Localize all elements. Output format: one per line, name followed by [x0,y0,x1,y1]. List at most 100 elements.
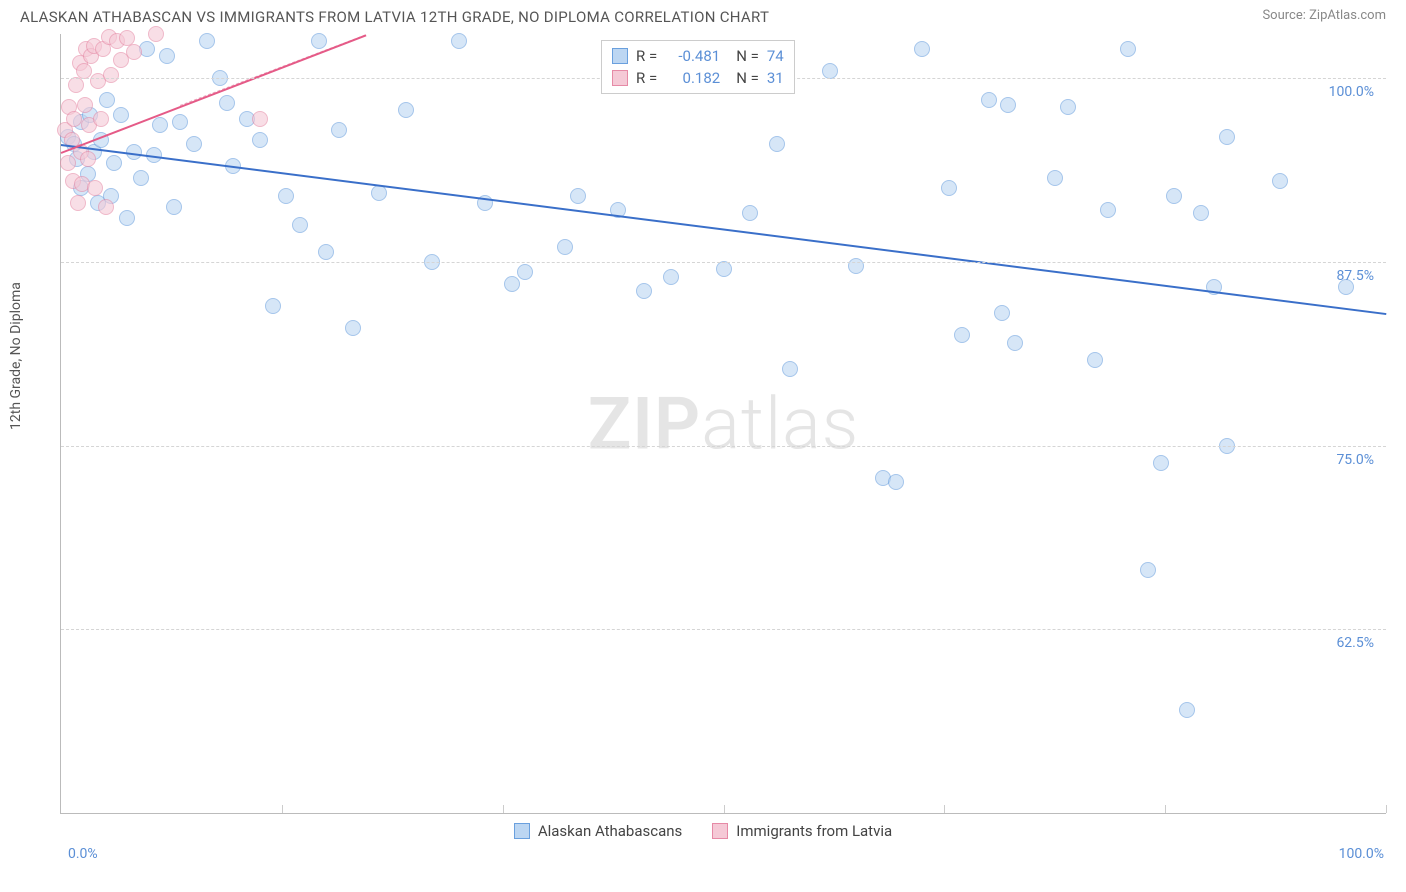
trend-line [61,144,1386,315]
y-axis-label: 12th Grade, No Diploma [8,282,24,430]
gridline-h [61,446,1386,447]
y-tick-label: 75.0% [1336,452,1374,468]
data-point [119,210,135,226]
r-label: R = [636,69,657,87]
data-point [126,44,142,60]
data-point [1060,99,1076,115]
data-point [166,199,182,215]
data-point [451,33,467,49]
data-point [1219,129,1235,145]
x-tick-max: 100.0% [1339,846,1384,862]
bottom-legend: Alaskan Athabascans Immigrants from Latvi… [0,814,1406,840]
legend-item: Alaskan Athabascans [514,822,682,840]
data-point [265,298,281,314]
data-point [981,92,997,108]
data-point [60,155,76,171]
tick-v [944,805,945,813]
data-point [345,320,361,336]
r-value: -0.481 [665,47,720,65]
data-point [557,239,573,255]
n-value: 31 [767,69,784,87]
y-tick-label: 87.5% [1336,268,1374,284]
n-label: N = [736,47,759,65]
data-point [311,33,327,49]
data-point [99,92,115,108]
data-point [152,117,168,133]
legend-swatch [612,70,628,86]
data-point [570,188,586,204]
x-tick-min: 0.0% [68,846,98,862]
legend-swatch [514,823,530,839]
source-link[interactable]: ZipAtlas.com [1309,8,1386,23]
legend-swatch [712,823,728,839]
r-label: R = [636,47,657,65]
data-point [76,63,92,79]
data-point [103,67,119,83]
source-label: Source: [1262,8,1305,23]
data-point [954,327,970,343]
data-point [888,474,904,490]
data-point [93,111,109,127]
data-point [159,48,175,64]
data-point [398,102,414,118]
legend-label: Immigrants from Latvia [736,822,892,840]
correlation-row: R = -0.481 N = 74 [612,45,784,67]
data-point [1193,205,1209,221]
data-point [186,136,202,152]
data-point [1272,173,1288,189]
data-point [70,195,86,211]
data-point [822,63,838,79]
data-point [636,283,652,299]
data-point [219,95,235,111]
data-point [77,97,93,113]
data-point [1153,455,1169,471]
data-point [172,114,188,130]
y-tick-label: 62.5% [1336,635,1374,651]
data-point [941,180,957,196]
data-point [106,155,122,171]
chart-title: ALASKAN ATHABASCAN VS IMMIGRANTS FROM LA… [20,8,769,26]
plot-area [61,34,1386,813]
tick-v [1165,805,1166,813]
data-point [716,261,732,277]
data-point [517,264,533,280]
chart-header: ALASKAN ATHABASCAN VS IMMIGRANTS FROM LA… [0,0,1406,30]
data-point [914,41,930,57]
data-point [68,77,84,93]
data-point [278,188,294,204]
scatter-chart: ZIPatlas 62.5%75.0%87.5%100.0%R =-0.481N… [60,34,1386,814]
data-point [769,136,785,152]
y-tick-label: 100.0% [1329,84,1374,100]
data-point [1087,352,1103,368]
data-point [1166,188,1182,204]
gridline-h [61,629,1386,630]
data-point [1047,170,1063,186]
data-point [87,180,103,196]
data-point [663,269,679,285]
data-point [782,361,798,377]
data-point [113,107,129,123]
data-point [148,26,164,42]
data-point [1179,702,1195,718]
data-point [98,199,114,215]
n-value: 74 [767,47,784,65]
data-point [504,276,520,292]
chart-source: Source: ZipAtlas.com [1262,8,1386,23]
data-point [1120,41,1136,57]
data-point [318,244,334,260]
correlation-row: R = 0.182 N = 31 [612,67,784,89]
data-point [1100,202,1116,218]
data-point [292,217,308,233]
data-point [331,122,347,138]
data-point [133,170,149,186]
data-point [199,33,215,49]
tick-v [503,805,504,813]
tick-v [1386,805,1387,813]
legend-item: Immigrants from Latvia [712,822,892,840]
data-point [994,305,1010,321]
n-label: N = [736,69,759,87]
data-point [1000,97,1016,113]
correlation-box: R = -0.481 N = 74 R = 0.182 N = 31 [601,40,795,94]
gridline-h [61,262,1386,263]
r-value: 0.182 [665,69,720,87]
